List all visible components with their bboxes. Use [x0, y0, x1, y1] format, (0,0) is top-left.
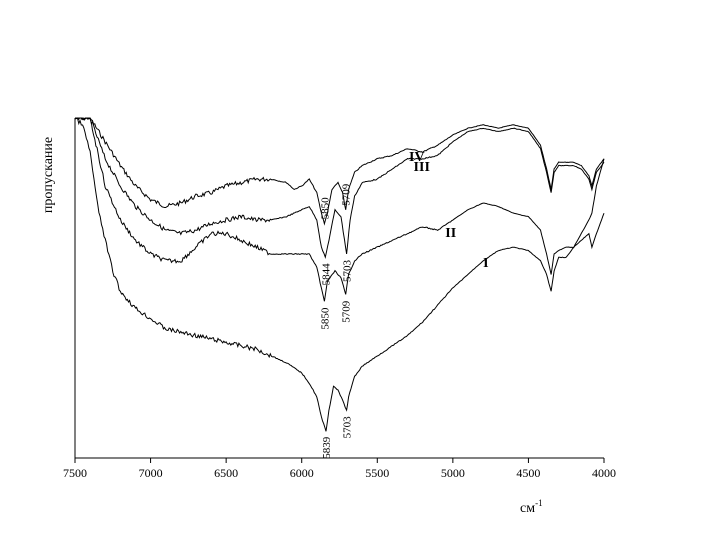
- x-tick-label: 4500: [516, 466, 540, 480]
- x-tick-label: 5500: [365, 466, 389, 480]
- series-line-ii: [75, 117, 605, 302]
- peak-label: 5709: [341, 183, 353, 206]
- x-tick-label: 5000: [441, 466, 465, 480]
- peak-label: 5850: [319, 197, 331, 220]
- x-axis-title: см-1: [520, 498, 543, 516]
- series-label-iv: IV: [409, 150, 425, 165]
- x-axis-ticks: 7500 7000 6500 6000 5500 5000 4500 4000: [63, 458, 616, 480]
- peak-label: 5839: [321, 436, 333, 459]
- series-label-i: I: [483, 256, 488, 271]
- x-tick-label: 4000: [592, 466, 616, 480]
- peak-label: 5844: [320, 263, 332, 286]
- x-axis-title-superscript: -1: [535, 498, 543, 508]
- series-line-i: [74, 117, 605, 432]
- peak-labels: 5850 5709 5844 5703 5850 5709 5839 5703: [319, 183, 354, 459]
- x-tick-label: 7000: [139, 466, 163, 480]
- x-tick-label: 7500: [63, 466, 87, 480]
- peak-label: 5709: [341, 300, 353, 323]
- x-axis-title-unit: см: [520, 501, 535, 516]
- y-axis-title: пропускание: [41, 137, 56, 213]
- series-line-iv: [74, 117, 605, 226]
- x-tick-label: 6000: [290, 466, 314, 480]
- series-lines: [74, 117, 605, 432]
- peak-label: 5850: [319, 307, 331, 330]
- peak-label: 5703: [342, 260, 354, 283]
- peak-label: 5703: [342, 416, 354, 439]
- x-tick-label: 6500: [214, 466, 238, 480]
- series-line-iii: [74, 117, 605, 260]
- plot-frame: [74, 118, 604, 459]
- series-label-ii: II: [445, 226, 456, 241]
- series-label-iii: III: [414, 160, 430, 175]
